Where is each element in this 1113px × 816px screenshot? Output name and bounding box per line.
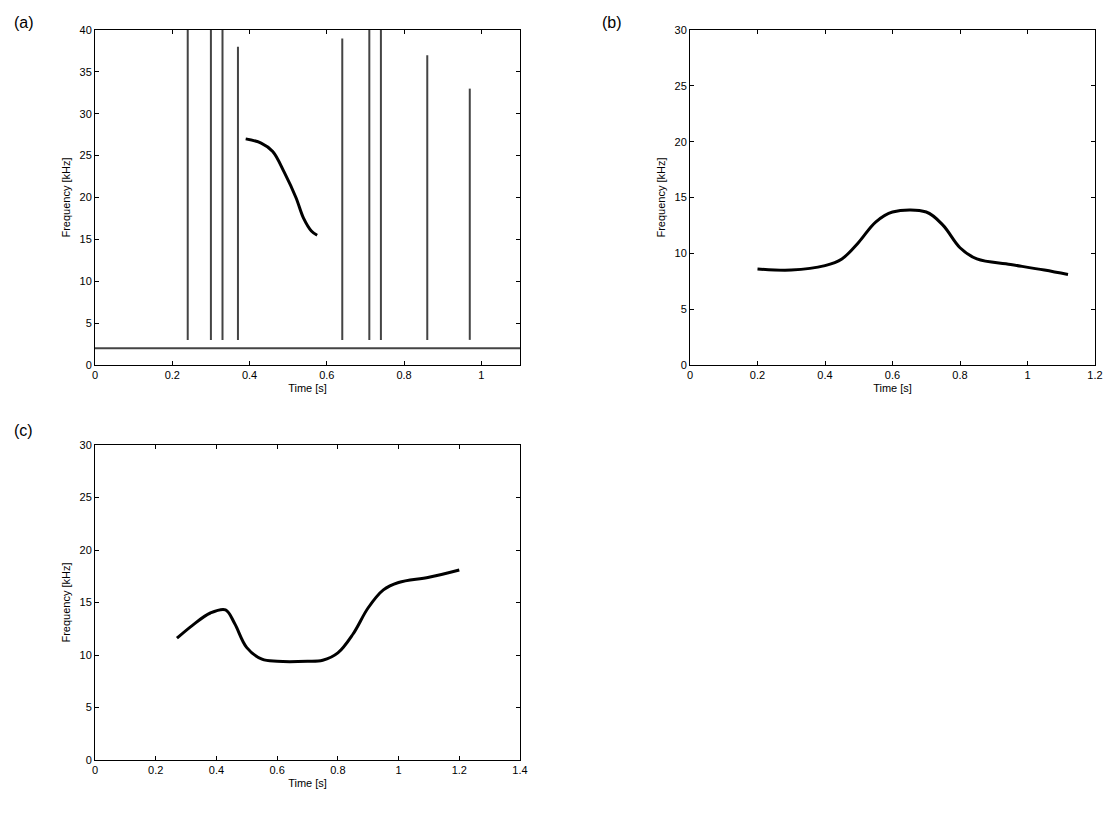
svg-text:10: 10 bbox=[80, 649, 92, 661]
svg-text:0.4: 0.4 bbox=[209, 764, 224, 776]
svg-text:(b): (b) bbox=[602, 14, 622, 31]
svg-text:0: 0 bbox=[86, 754, 92, 766]
svg-text:5: 5 bbox=[86, 317, 92, 329]
svg-text:0: 0 bbox=[687, 369, 693, 381]
svg-text:0.4: 0.4 bbox=[242, 369, 257, 381]
svg-text:0.8: 0.8 bbox=[330, 764, 345, 776]
svg-text:Frequency [kHz]: Frequency [kHz] bbox=[60, 562, 72, 642]
svg-text:25: 25 bbox=[80, 491, 92, 503]
svg-text:0: 0 bbox=[86, 359, 92, 371]
svg-text:1: 1 bbox=[1024, 369, 1030, 381]
svg-text:30: 30 bbox=[675, 24, 687, 36]
svg-text:1.2: 1.2 bbox=[452, 764, 467, 776]
svg-text:Frequency [kHz]: Frequency [kHz] bbox=[655, 157, 667, 237]
svg-text:20: 20 bbox=[675, 136, 687, 148]
svg-text:10: 10 bbox=[80, 275, 92, 287]
svg-text:5: 5 bbox=[681, 303, 687, 315]
svg-text:0.8: 0.8 bbox=[952, 369, 967, 381]
svg-text:(c): (c) bbox=[14, 422, 33, 439]
svg-text:15: 15 bbox=[80, 596, 92, 608]
svg-text:0.6: 0.6 bbox=[319, 369, 334, 381]
svg-text:40: 40 bbox=[80, 24, 92, 36]
svg-text:5: 5 bbox=[86, 701, 92, 713]
svg-text:15: 15 bbox=[80, 233, 92, 245]
svg-text:Time [s]: Time [s] bbox=[288, 382, 327, 394]
svg-text:25: 25 bbox=[675, 80, 687, 92]
svg-text:20: 20 bbox=[80, 544, 92, 556]
svg-text:Time [s]: Time [s] bbox=[288, 777, 327, 789]
svg-text:0.8: 0.8 bbox=[396, 369, 411, 381]
svg-text:20: 20 bbox=[80, 191, 92, 203]
svg-text:15: 15 bbox=[675, 191, 687, 203]
svg-text:0: 0 bbox=[92, 369, 98, 381]
svg-text:1: 1 bbox=[396, 764, 402, 776]
svg-text:35: 35 bbox=[80, 66, 92, 78]
svg-text:1.2: 1.2 bbox=[1087, 369, 1102, 381]
svg-text:(a): (a) bbox=[14, 14, 34, 31]
svg-text:1.4: 1.4 bbox=[512, 764, 527, 776]
svg-text:Frequency [kHz]: Frequency [kHz] bbox=[60, 157, 72, 237]
svg-text:0.4: 0.4 bbox=[817, 369, 832, 381]
svg-text:0: 0 bbox=[681, 359, 687, 371]
svg-text:Time [s]: Time [s] bbox=[873, 382, 912, 394]
svg-text:30: 30 bbox=[80, 108, 92, 120]
svg-text:10: 10 bbox=[675, 247, 687, 259]
svg-text:0.2: 0.2 bbox=[750, 369, 765, 381]
svg-text:0: 0 bbox=[92, 764, 98, 776]
svg-text:0.6: 0.6 bbox=[885, 369, 900, 381]
svg-text:0.2: 0.2 bbox=[165, 369, 180, 381]
svg-text:0.6: 0.6 bbox=[269, 764, 284, 776]
svg-text:1: 1 bbox=[478, 369, 484, 381]
svg-text:25: 25 bbox=[80, 149, 92, 161]
svg-text:30: 30 bbox=[80, 439, 92, 451]
svg-text:0.2: 0.2 bbox=[148, 764, 163, 776]
